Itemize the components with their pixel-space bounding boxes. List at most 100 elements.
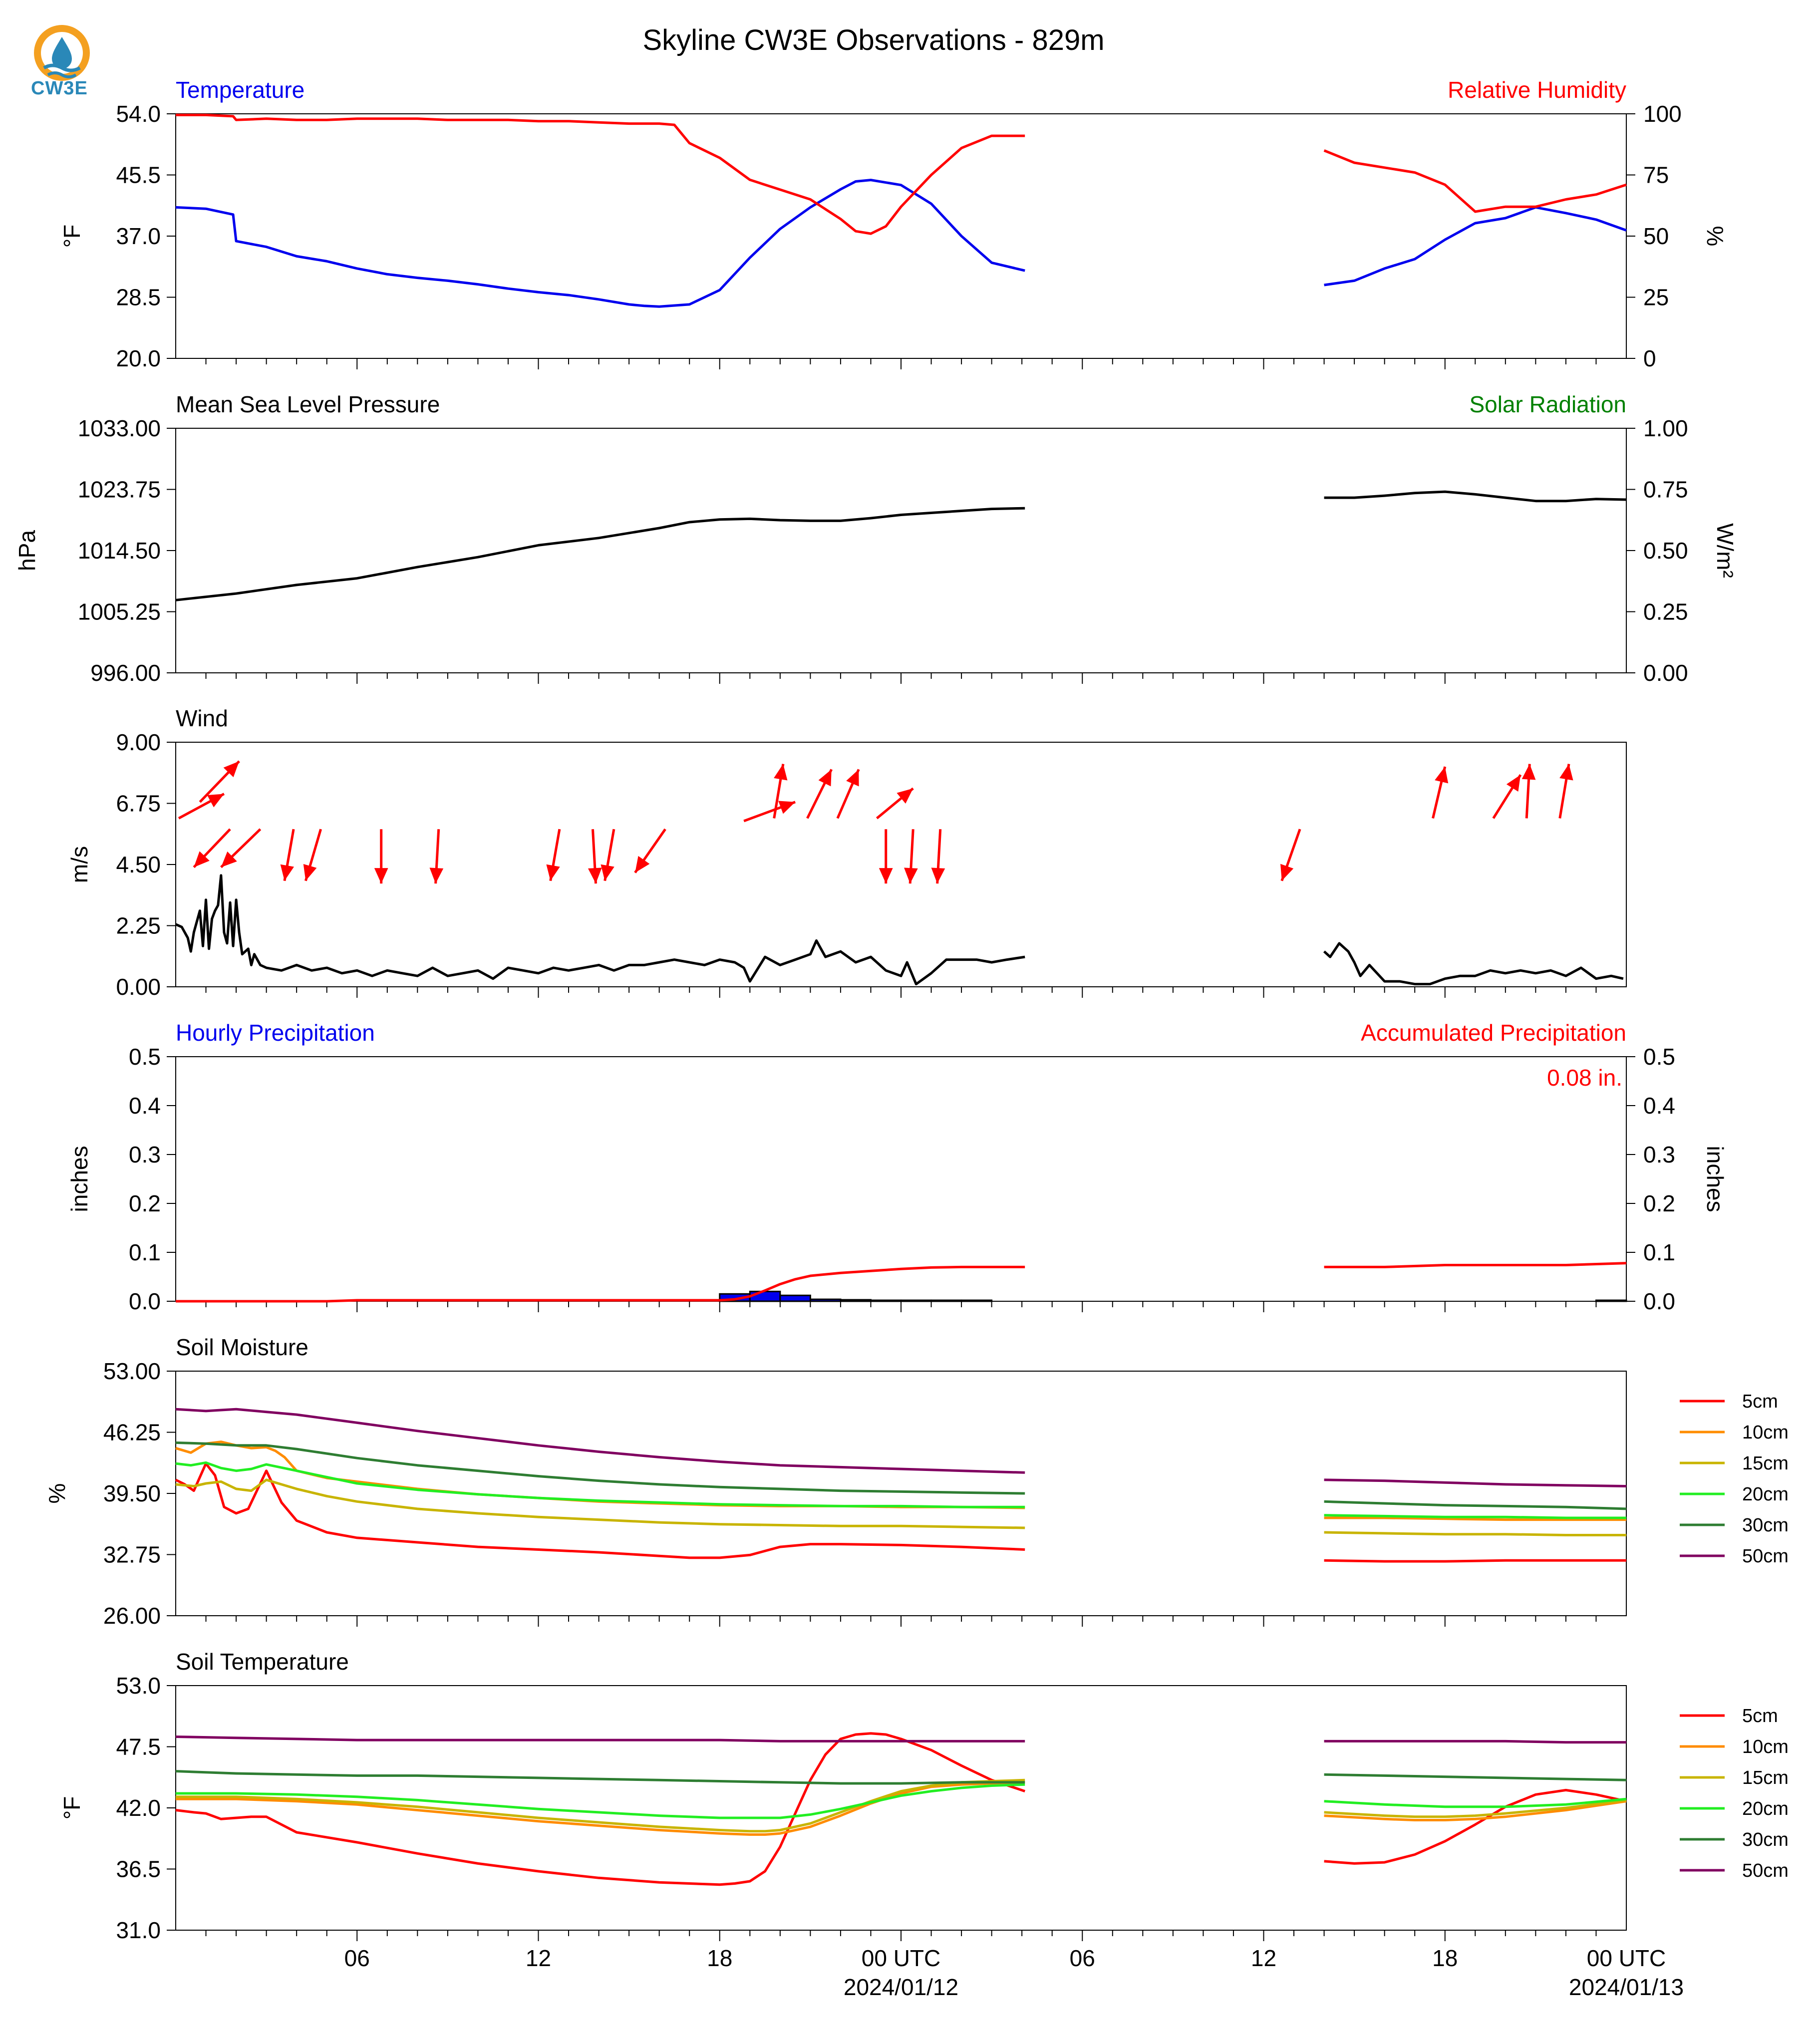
y-tick-label: 36.5 (116, 1856, 161, 1882)
series-line-20cm (175, 1461, 1626, 1519)
y-tick-label-right: 50 (1643, 223, 1669, 249)
legend-label: 30cm (1742, 1829, 1789, 1850)
precip-bar (960, 1299, 993, 1302)
y-tick-label: 47.5 (116, 1734, 161, 1760)
x-tick-label: 12 (1251, 1945, 1276, 1971)
y-tick-label: 31.0 (116, 1917, 161, 1943)
legend-label: 5cm (1742, 1391, 1778, 1412)
series-line-5cm (175, 1462, 1626, 1563)
panel-title-right: Accumulated Precipitation (1361, 1020, 1626, 1046)
x-tick-label: 12 (526, 1945, 551, 1971)
y-tick-label-right: 1.00 (1643, 415, 1688, 441)
wind-arrow-head (280, 864, 294, 881)
wind-arrow-head (546, 864, 560, 881)
y-tick-label: 0.2 (129, 1190, 161, 1216)
x-tick-label: 06 (344, 1945, 370, 1971)
wind-arrow-head (1559, 764, 1573, 781)
y-tick-label: 0.4 (129, 1093, 161, 1119)
legend-label: 20cm (1742, 1484, 1789, 1505)
series-line-20cm (176, 1783, 1627, 1819)
y-tick-label: 0.0 (129, 1288, 161, 1314)
series-line-relative-humidity (176, 113, 1627, 235)
panel-mean-sea-level-pressure: 1033.00 1023.75 1014.50 1005.25 996.00 1.00 0.… (14, 391, 1738, 686)
y-tick-label: 996.00 (90, 660, 161, 686)
wind-arrow-head (778, 801, 796, 814)
y-tick-label: 9.00 (116, 729, 161, 755)
wind-arrow-head (1435, 767, 1449, 784)
panel-title-left: Soil Temperature (176, 1649, 349, 1675)
y-tick-label: 0.3 (129, 1142, 161, 1167)
y-tick-label: 1014.50 (78, 538, 161, 564)
y-tick-label: 1005.25 (78, 599, 161, 625)
x-tick-label: 00 UTC (1587, 1945, 1666, 1971)
y-axis-label: inches (66, 1146, 92, 1212)
panel-title-right: Solar Radiation (1469, 391, 1626, 417)
plot-frame (175, 428, 1627, 673)
legend-label: 15cm (1742, 1453, 1789, 1474)
wind-arrow-head (931, 868, 945, 884)
precip-bar (1595, 1299, 1627, 1302)
y-tick-label-right: 0.50 (1643, 538, 1688, 564)
plot-frame (175, 113, 1627, 359)
legend-label: 50cm (1742, 1860, 1789, 1881)
y-tick-label: 4.50 (116, 852, 161, 877)
wind-arrow-head (221, 851, 237, 868)
panel-title-left: Wind (176, 705, 228, 731)
legend-label: 10cm (1742, 1422, 1789, 1443)
series-line-30cm (175, 1770, 1627, 1785)
precip-bar (809, 1298, 842, 1302)
panel-soil-moisture: 53.00 46.25 39.50 32.75 26.00 Soil Moisture% 5… (44, 1334, 1789, 1629)
y-tick-label-right: 0 (1643, 345, 1656, 371)
x-tick-label: 18 (1432, 1945, 1458, 1971)
logo-text: CW3E (31, 78, 88, 99)
legend-label: 10cm (1742, 1737, 1789, 1757)
y-tick-label: 53.00 (103, 1358, 161, 1384)
y-tick-label: 53.0 (116, 1673, 161, 1699)
x-tick-label: 06 (1070, 1945, 1095, 1971)
wind-arrow-head (1506, 775, 1521, 792)
y-axis-label: °F (59, 225, 85, 248)
precip-bar (840, 1299, 872, 1302)
wind-arrow-head (774, 764, 788, 781)
legend-label: 5cm (1742, 1706, 1778, 1727)
series-line-temperature (175, 179, 1627, 308)
precip-bar (900, 1299, 932, 1302)
y-tick-label: 2.25 (116, 913, 161, 939)
y-tick-label-right: 0.2 (1643, 1190, 1675, 1216)
wind-arrow-head (207, 794, 224, 808)
page-title: Skyline CW3E Observations - 829m (642, 24, 1104, 56)
plot-frame (175, 1056, 1627, 1302)
y-tick-label: 28.5 (116, 285, 161, 310)
precip-bar (779, 1294, 811, 1302)
y-tick-label: 42.0 (116, 1795, 161, 1821)
wind-arrow-head (1521, 764, 1536, 780)
panel-title-left: Soil Moisture (176, 1334, 308, 1360)
y-tick-label-right: 0.00 (1643, 660, 1688, 686)
wind-arrow-head (601, 864, 614, 881)
wind-arrow-head (588, 868, 602, 884)
wind-arrow-head (194, 851, 210, 868)
wind-arrow-head (374, 868, 388, 884)
y-tick-label: 45.5 (116, 162, 161, 188)
y-tick-label: 46.25 (103, 1420, 161, 1446)
water-drop-icon (34, 25, 90, 81)
y-axis-label: hPa (14, 530, 40, 571)
legend-label: 15cm (1742, 1767, 1789, 1788)
series-line-5cm (175, 1732, 1627, 1886)
y-axis-label-right: % (1702, 226, 1728, 247)
wind-arrow-head (1280, 864, 1294, 881)
plot-frame (175, 1371, 1627, 1616)
series-line-10cm (176, 1781, 1627, 1836)
y-axis-label: m/s (66, 846, 92, 883)
y-axis-label: % (44, 1483, 70, 1504)
logo: CW3E (26, 19, 101, 104)
y-tick-label: 0.5 (129, 1044, 161, 1070)
precip-bar (930, 1299, 962, 1302)
legend-label: 20cm (1742, 1798, 1789, 1819)
panel-temperature: 54.0 45.5 37.0 28.5 20.0 100 75 50 25 0 Temperatur… (59, 77, 1728, 371)
y-tick-label: 20.0 (116, 345, 161, 371)
wind-arrow-head (818, 769, 832, 787)
wind-arrow-head (223, 761, 240, 778)
series-line-accumulated-precipitation (176, 1262, 1627, 1303)
